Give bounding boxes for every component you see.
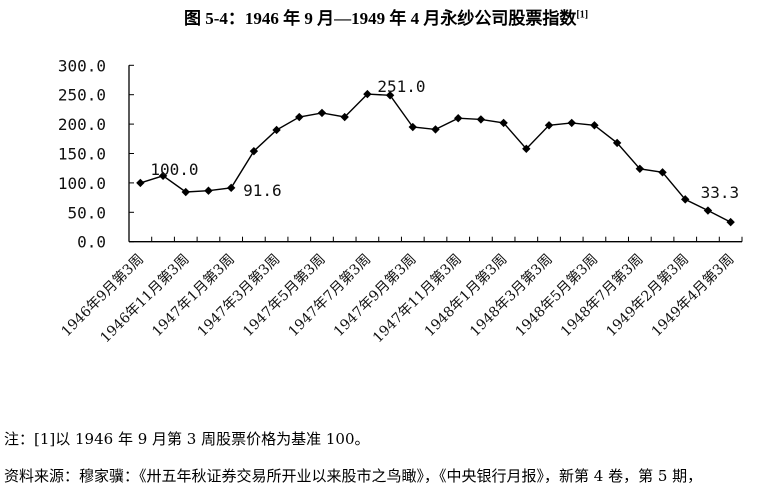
x-tick-label: 1948年5月第3周 (512, 251, 601, 340)
y-tick-label: 300.0 (58, 56, 106, 75)
x-tick-label: 1948年7月第3周 (557, 251, 646, 340)
diamond-marker (544, 121, 554, 130)
diamond-marker (612, 138, 622, 148)
x-tick-label: 1947年7月第3周 (285, 251, 374, 340)
data-label: 91.6 (243, 181, 282, 200)
x-tick-label: 1949年2月第3周 (603, 251, 692, 340)
diamond-marker (590, 121, 599, 130)
diamond-marker (408, 122, 417, 132)
y-tick-label: 0.0 (77, 233, 106, 252)
data-label: 100.0 (150, 160, 198, 179)
diamond-marker (249, 146, 259, 156)
x-tick-label: 1948年1月第3周 (421, 251, 510, 340)
diamond-marker (703, 206, 713, 215)
diamond-marker (226, 183, 236, 193)
diamond-marker (522, 144, 531, 153)
diamond-marker (476, 115, 486, 124)
diamond-marker (181, 187, 190, 197)
x-tick-label: 1949年4月第3周 (648, 251, 737, 340)
diamond-marker (158, 171, 168, 181)
x-tick-label: 1946年9月第3周 (58, 251, 147, 340)
data-label: 33.3 (701, 183, 740, 202)
diamond-marker (204, 186, 213, 195)
y-axis: 0.0 50.0 100.0 150.0 200.0 250.0 300.0 (58, 56, 134, 252)
y-tick-label: 200.0 (58, 115, 106, 134)
series-line (140, 93, 731, 223)
x-tick-label: 1947年3月第3周 (194, 251, 283, 340)
y-tick-label: 100.0 (58, 174, 106, 193)
x-axis: 1946年9月第3周1946年11月第3周1947年1月第3周1947年3月第3… (58, 236, 743, 346)
diamond-marker (272, 125, 281, 135)
diamond-marker (317, 108, 327, 118)
diamond-marker (726, 217, 735, 227)
series-stock-index (136, 89, 735, 227)
chart-title-text: 图 5-4：1946 年 9 月—1949 年 4 月永纱公司股票指数 (183, 9, 577, 28)
diamond-marker (499, 118, 508, 128)
x-tick-label: 1947年1月第3周 (149, 251, 238, 340)
x-tick-label: 1947年9月第3周 (330, 251, 419, 340)
y-tick-label: 150.0 (58, 145, 106, 164)
footnote: 注：[1]以 1946 年 9 月第 3 周股票价格为基准 100。 (4, 430, 370, 448)
diamond-marker (363, 89, 372, 99)
diamond-marker (454, 114, 463, 123)
x-tick-label: 1948年3月第3周 (466, 251, 555, 340)
diamond-marker (295, 112, 304, 122)
diamond-marker (635, 164, 645, 173)
diamond-marker (681, 195, 690, 204)
y-tick-label: 50.0 (67, 203, 106, 222)
diamond-marker (431, 125, 440, 134)
diamond-marker (136, 178, 145, 188)
data-labels: 100.0 91.6 251.0 33.3 (150, 77, 739, 202)
source-note: 资料来源：穆家骥：《卅五年秋证券交易所开业以来股市之鸟瞰》，《中央银行月报》，新… (4, 467, 703, 485)
diamond-marker (340, 112, 349, 122)
diamond-marker (658, 168, 667, 177)
chart-title: 图 5-4：1946 年 9 月—1949 年 4 月永纱公司股票指数[1] (0, 4, 772, 29)
line-chart: 0.0 50.0 100.0 150.0 200.0 250.0 300.0 1946年9月… (58, 56, 743, 346)
x-tick-label: 1947年5月第3周 (239, 251, 328, 340)
diamond-marker (567, 118, 576, 128)
data-label: 251.0 (377, 77, 425, 96)
title-footnote-ref: [1] (576, 9, 589, 21)
y-tick-label: 250.0 (58, 86, 106, 105)
diamond-marker (385, 91, 395, 100)
